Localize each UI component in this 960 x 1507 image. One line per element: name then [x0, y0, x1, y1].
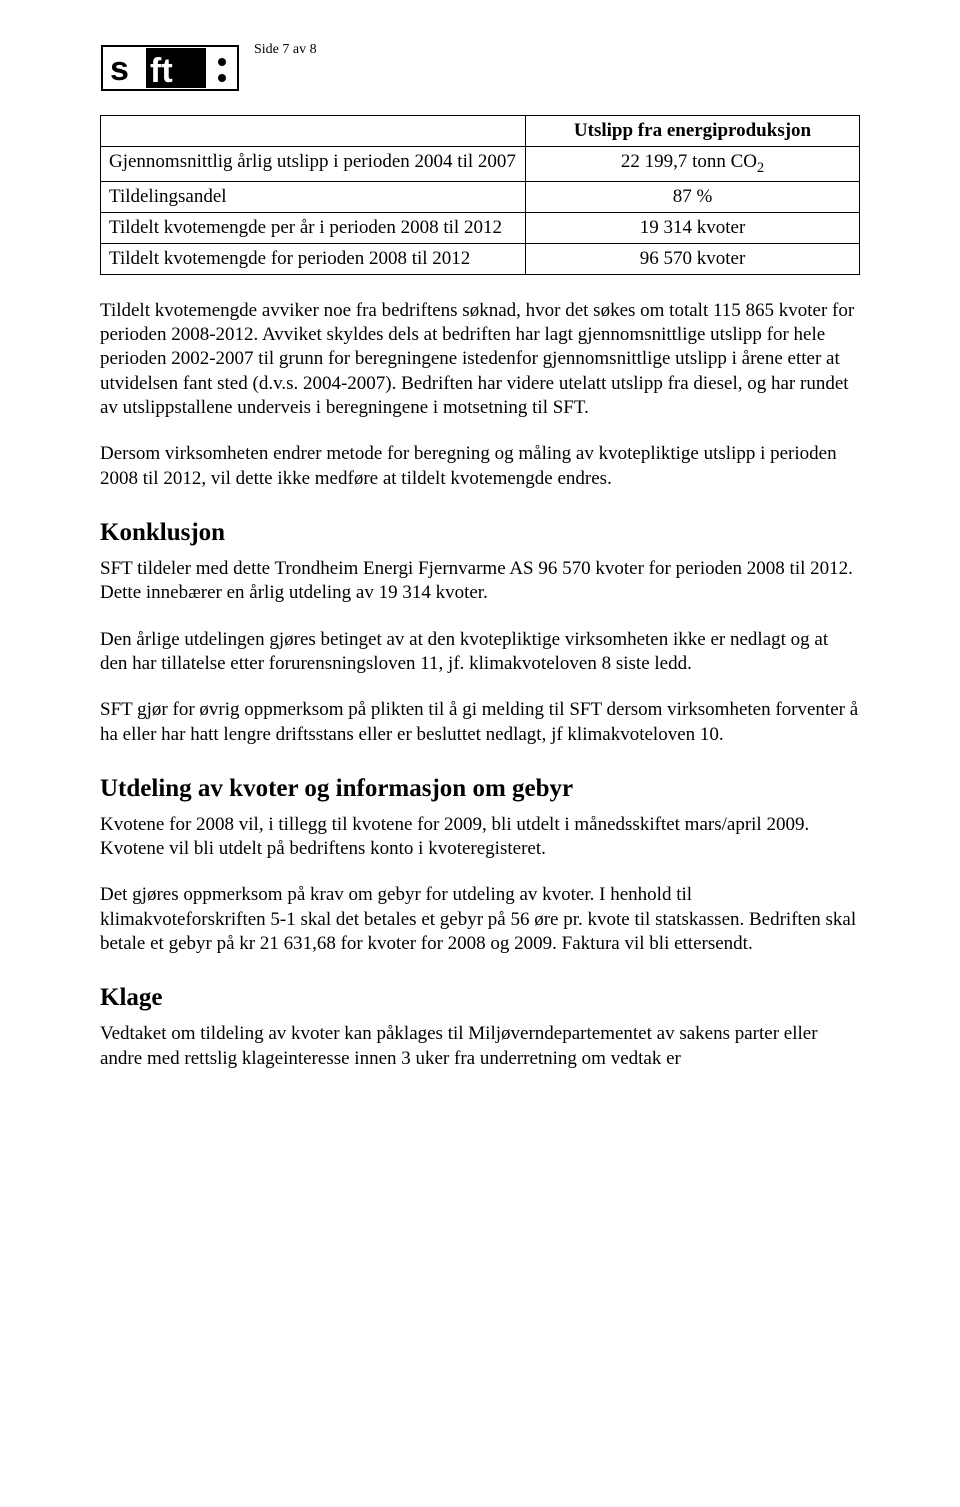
- page-header: s ft Side 7 av 8: [100, 40, 860, 97]
- table-header-right: Utslipp fra energiproduksjon: [526, 116, 860, 147]
- section-heading-utdeling: Utdeling av kvoter og informasjon om geb…: [100, 775, 860, 803]
- sft-logo: s ft: [100, 44, 240, 97]
- page-number: Side 7 av 8: [254, 42, 317, 58]
- table-row-value: 87 %: [526, 181, 860, 212]
- body-paragraph: Den årlige utdelingen gjøres betinget av…: [100, 628, 860, 677]
- table-row-label: Tildelingsandel: [101, 181, 526, 212]
- body-paragraph: Vedtaket om tildeling av kvoter kan påkl…: [100, 1022, 860, 1071]
- section-heading-konklusjon: Konklusjon: [100, 519, 860, 547]
- body-paragraph: Dersom virksomheten endrer metode for be…: [100, 442, 860, 491]
- table-row-value: 96 570 kvoter: [526, 243, 860, 274]
- table-row-value: 22 199,7 tonn CO2: [526, 147, 860, 182]
- body-paragraph: SFT gjør for øvrig oppmerksom på plikten…: [100, 698, 860, 747]
- table-row-label: Gjennomsnittlig årlig utslipp i perioden…: [101, 147, 526, 182]
- table-row-label: Tildelt kvotemengde for perioden 2008 ti…: [101, 243, 526, 274]
- quota-table: Utslipp fra energiproduksjon Gjennomsnit…: [100, 115, 860, 275]
- table-row-label: Tildelt kvotemengde per år i perioden 20…: [101, 212, 526, 243]
- section-heading-klage: Klage: [100, 984, 860, 1012]
- body-paragraph: SFT tildeler med dette Trondheim Energi …: [100, 557, 860, 606]
- body-paragraph: Tildelt kvotemengde avviker noe fra bedr…: [100, 299, 860, 421]
- body-paragraph: Det gjøres oppmerksom på krav om gebyr f…: [100, 883, 860, 956]
- body-paragraph: Kvotene for 2008 vil, i tillegg til kvot…: [100, 813, 860, 862]
- table-row-value: 19 314 kvoter: [526, 212, 860, 243]
- svg-text:ft: ft: [150, 52, 173, 90]
- svg-text:s: s: [110, 50, 129, 88]
